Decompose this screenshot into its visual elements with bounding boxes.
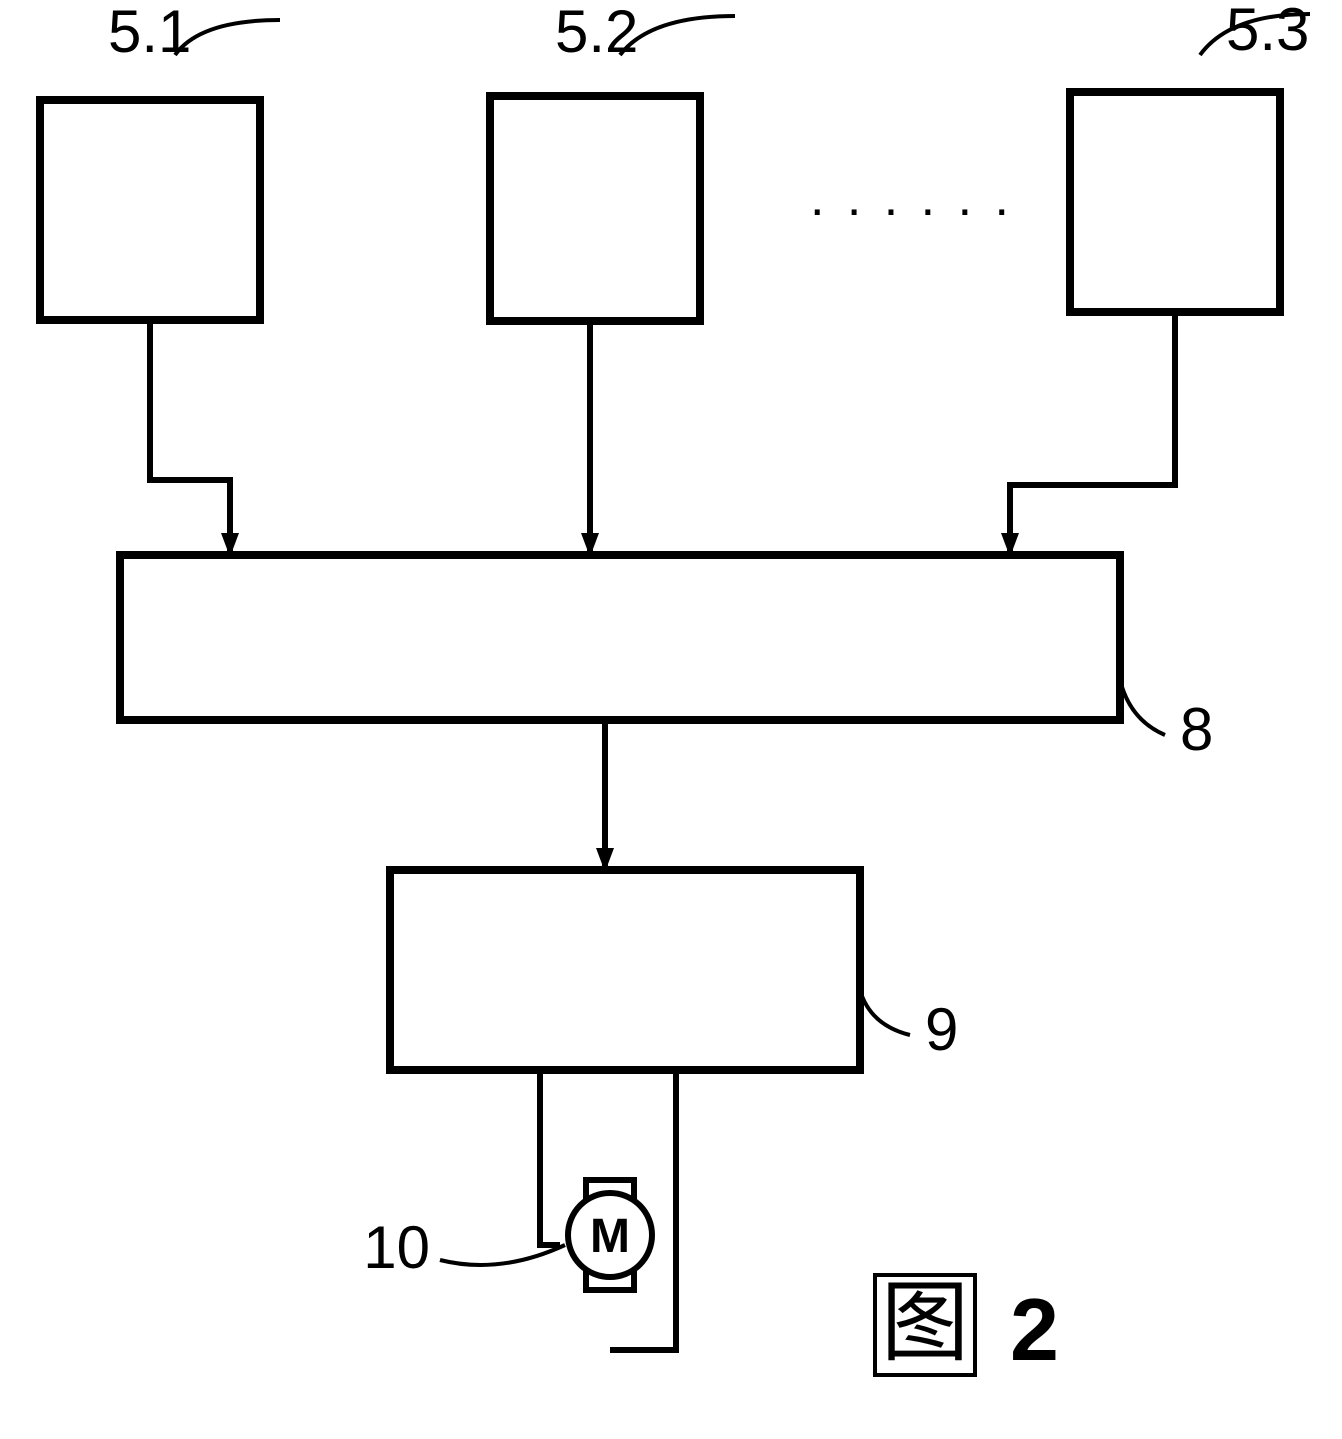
edge-b9-motor_left [540,1070,560,1245]
figure-caption-num: 2 [1010,1280,1059,1379]
label-10: 10 [363,1214,430,1281]
motor-label: M [590,1210,630,1263]
ellipsis: . . . . . . [810,169,1013,227]
label-5.1: 5.1 [108,0,191,65]
node-b8 [120,555,1120,720]
node-b51 [40,100,260,320]
label-5.3: 5.3 [1226,0,1309,63]
leader-9 [860,990,910,1035]
node-b52 [490,96,700,321]
label-9: 9 [925,996,958,1063]
block-diagram: . . . . . . M 5.1 5.2 5.3 8 9 10 图2 [0,0,1342,1439]
figure-caption-char: 图 [881,1276,969,1373]
node-b53 [1070,92,1280,312]
label-8: 8 [1180,696,1213,763]
edge-b51-b8 [150,320,230,555]
edge-b53-b8 [1010,312,1175,555]
node-b9 [390,870,860,1070]
leader-8 [1120,680,1165,735]
label-5.2: 5.2 [555,0,638,65]
